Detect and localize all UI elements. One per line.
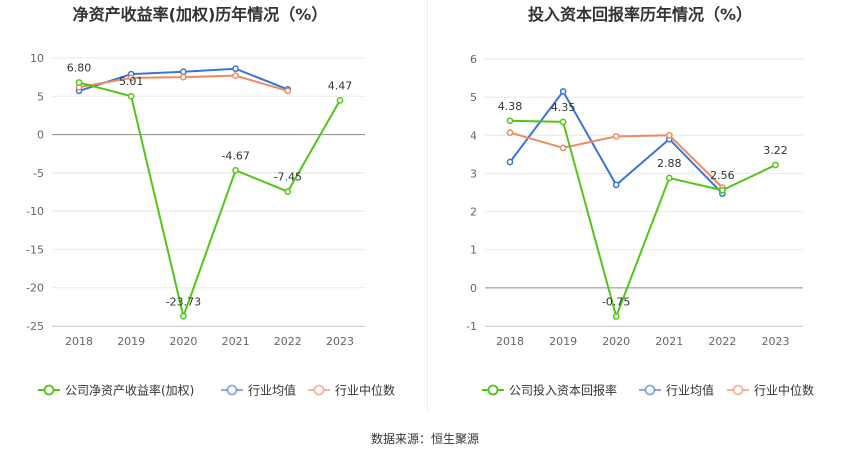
data-label: 5.01 xyxy=(119,75,144,88)
chart-title: 投入资本回报率历年情况（%） xyxy=(528,5,752,24)
data-label: 6.80 xyxy=(67,62,92,75)
series-line xyxy=(509,119,776,320)
y-tick-label: -25 xyxy=(26,320,44,333)
x-tick-label: 2019 xyxy=(117,335,145,348)
data-point xyxy=(612,181,620,189)
panel-divider xyxy=(427,0,428,410)
data-point xyxy=(180,68,187,76)
data-label: 4.38 xyxy=(498,100,523,113)
x-tick-label: 2018 xyxy=(496,335,524,348)
series-line xyxy=(78,81,341,320)
x-tick-label: 2020 xyxy=(602,335,630,348)
y-tick-label: 5 xyxy=(470,91,477,104)
data-point xyxy=(232,72,239,79)
y-tick-label: -20 xyxy=(26,282,44,295)
data-point xyxy=(180,312,187,320)
x-tick-label: 2018 xyxy=(65,335,93,348)
x-tick-label: 2021 xyxy=(222,335,250,348)
data-label: 2.88 xyxy=(657,157,682,170)
y-tick-label: 0 xyxy=(470,282,477,295)
data-label: -4.67 xyxy=(221,149,249,162)
data-point xyxy=(180,73,187,81)
y-tick-label: 5 xyxy=(37,90,44,103)
legend-swatch-marker xyxy=(487,384,499,396)
x-tick-label: 2022 xyxy=(708,335,736,348)
x-tick-label: 2021 xyxy=(655,335,683,348)
data-point xyxy=(232,166,239,174)
data-point xyxy=(232,65,239,73)
y-tick-label: 6 xyxy=(470,53,477,66)
legend-label: 行业均值 xyxy=(248,383,296,398)
data-point xyxy=(559,118,567,126)
x-tick-label: 2022 xyxy=(274,335,302,348)
y-tick-label: -5 xyxy=(33,167,44,180)
data-source-label: 数据来源：恒生聚源 xyxy=(370,432,479,446)
legend-label: 行业中位数 xyxy=(335,383,395,398)
data-label: 4.47 xyxy=(328,79,353,92)
data-point xyxy=(336,96,344,104)
data-label: 3.22 xyxy=(763,144,788,157)
y-tick-label: -15 xyxy=(26,243,44,256)
data-point xyxy=(559,88,567,95)
y-tick-label: -10 xyxy=(26,205,44,218)
data-point xyxy=(772,161,779,169)
data-label: 2.56 xyxy=(710,169,735,182)
data-label: -0.75 xyxy=(602,295,630,308)
data-point xyxy=(506,117,514,125)
legend-label: 行业中位数 xyxy=(754,383,814,398)
data-point xyxy=(284,87,292,95)
data-point xyxy=(719,186,726,194)
data-label: 4.35 xyxy=(551,101,576,114)
data-point xyxy=(127,92,135,100)
x-tick-label: 2023 xyxy=(326,335,354,348)
data-point xyxy=(506,129,514,136)
legend-swatch-marker xyxy=(43,384,55,396)
data-point xyxy=(665,131,673,139)
legend-label: 公司净资产收益率(加权) xyxy=(65,383,194,398)
x-tick-label: 2019 xyxy=(549,335,577,348)
data-point xyxy=(612,133,620,140)
legend-label: 行业均值 xyxy=(666,383,714,398)
data-point xyxy=(665,174,673,182)
data-point xyxy=(506,158,514,166)
legend-swatch-marker xyxy=(313,384,325,396)
data-point xyxy=(127,74,135,82)
y-tick-label: 3 xyxy=(470,167,477,180)
x-tick-label: 2020 xyxy=(169,335,197,348)
x-tick-label: 2023 xyxy=(762,335,790,348)
y-tick-label: 0 xyxy=(37,129,44,142)
y-tick-label: 4 xyxy=(470,129,477,142)
data-point xyxy=(284,188,292,195)
legend-swatch-marker xyxy=(644,384,656,396)
chart-title: 净资产收益率(加权)历年情况（%） xyxy=(73,5,328,24)
data-point xyxy=(612,313,620,320)
data-label: -23.73 xyxy=(166,295,201,308)
y-tick-label: 2 xyxy=(470,206,477,219)
y-tick-label: 10 xyxy=(30,52,44,65)
legend-swatch-marker xyxy=(226,384,238,396)
legend-swatch-marker xyxy=(732,384,744,396)
data-point xyxy=(75,79,83,86)
legend-label: 公司投入资本回报率 xyxy=(509,383,617,398)
y-tick-label: -1 xyxy=(466,320,477,333)
data-point xyxy=(559,144,567,152)
data-label: -7.45 xyxy=(274,171,302,184)
y-tick-label: 1 xyxy=(470,244,477,257)
